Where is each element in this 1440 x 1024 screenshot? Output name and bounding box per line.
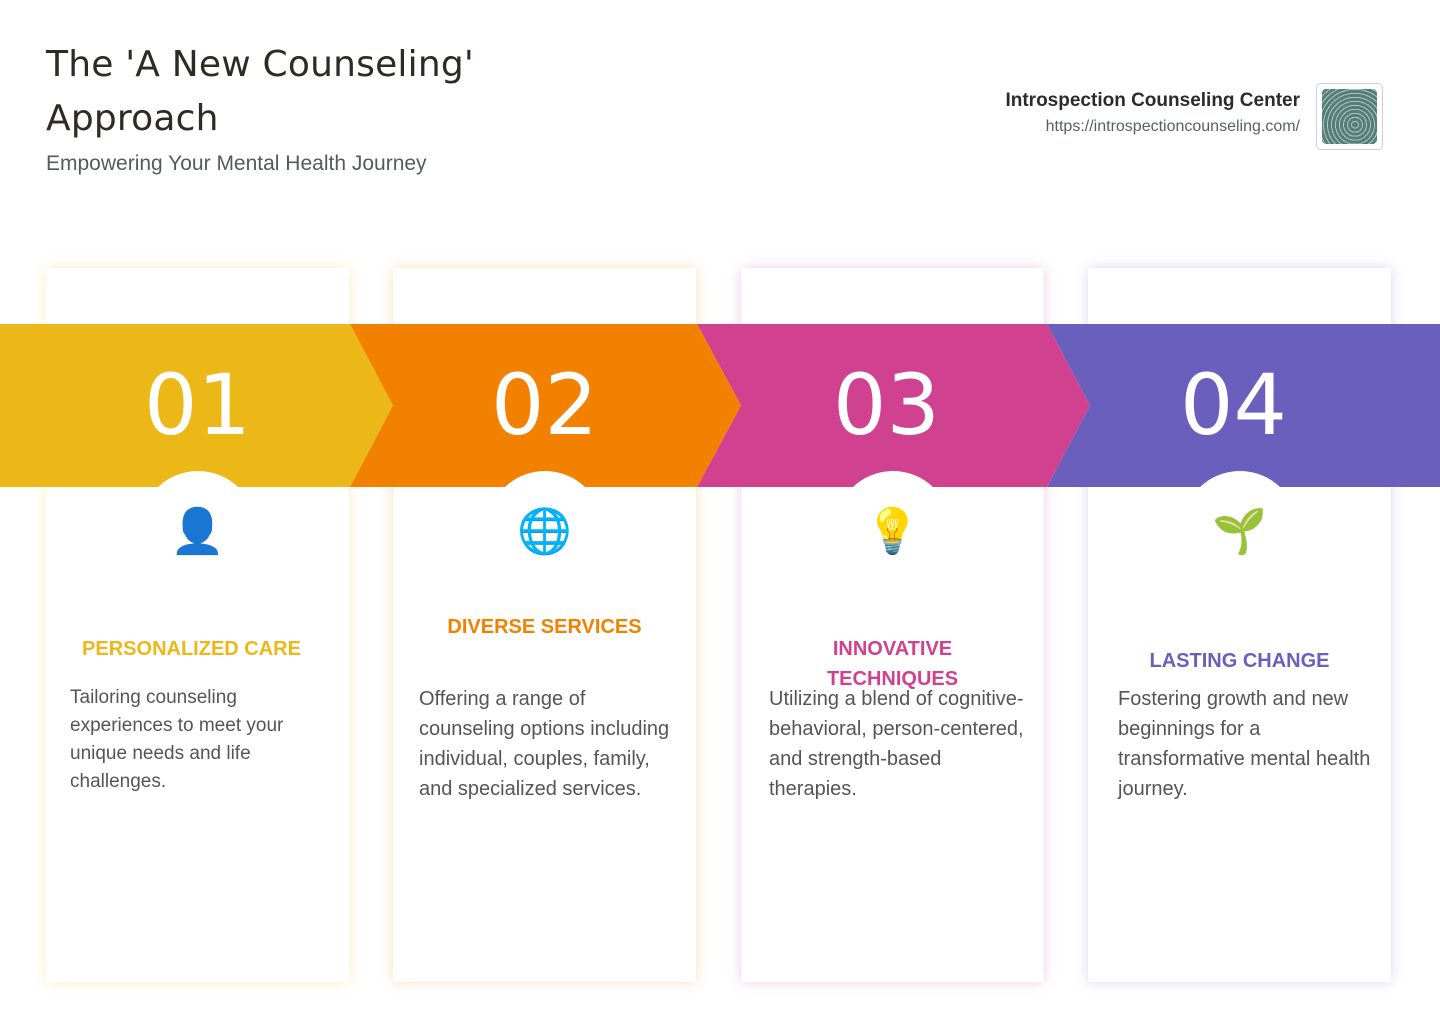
brand-name: Introspection Counseling Center [1005,90,1300,111]
fingerprint-logo-icon [1322,89,1377,144]
arrow-segment-3 [697,324,1090,487]
arrow-segment-1 [0,324,393,487]
step-description: Utilizing a blend of cognitive-behaviora… [769,688,1024,800]
step-description: Offering a range of counseling options i… [419,688,670,800]
brand-url[interactable]: https://introspectioncounseling.com/ [1045,118,1300,135]
step-number: 01 [144,356,251,454]
arrow-segment-4 [1047,324,1440,487]
step-title: DIVERSE SERVICES [447,616,642,638]
step-title: INNOVATIVE TECHNIQUES [826,638,959,690]
page-subtitle: Empowering Your Mental Health Journey [46,152,427,175]
arrow-segment-2 [350,324,741,487]
step-title: PERSONALIZED CARE [82,638,301,660]
step-number: 02 [491,356,598,454]
brand-block: Introspection Counseling Center https://… [1005,90,1300,136]
lightbulb-icon: 💡 [865,507,920,556]
seedling-icon: 🌱 [1212,507,1267,556]
step-description: Tailoring counseling experiences to meet… [70,687,284,792]
person-silhouette-icon: 👤 [170,507,225,556]
step-number: 03 [833,356,940,454]
page-title: The 'A New Counseling' Approach [46,44,474,139]
step-description: Fostering growth and new beginnings for … [1118,688,1371,800]
step-title: LASTING CHANGE [1149,650,1330,672]
globe-icon: 🌐 [517,507,572,556]
step-number: 04 [1180,356,1287,454]
brand-logo [1316,83,1383,150]
step-arrow-band [0,324,1440,487]
